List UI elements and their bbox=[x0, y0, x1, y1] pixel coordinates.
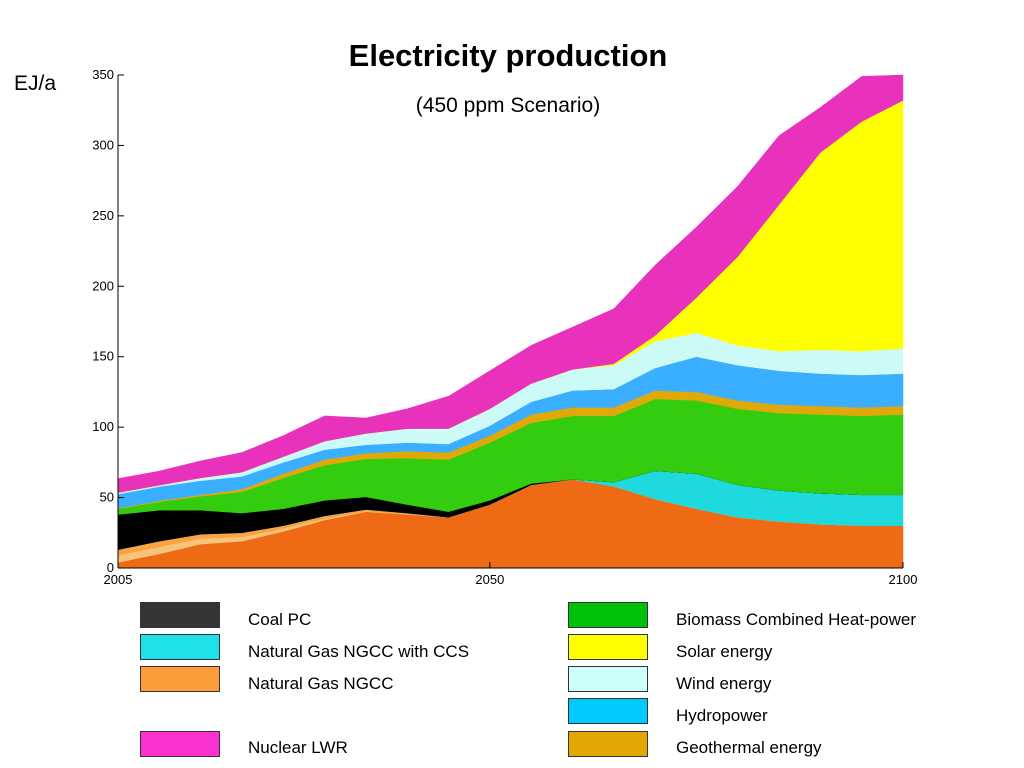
legend-swatch-wind bbox=[568, 666, 648, 692]
chart-subtitle: (450 ppm Scenario) bbox=[415, 94, 601, 117]
legend-label-wind: Wind energy bbox=[676, 674, 772, 693]
y-tick-label: 50 bbox=[100, 490, 114, 505]
chart-title: Electricity production bbox=[348, 38, 668, 73]
y-tick-label: 200 bbox=[92, 278, 114, 293]
x-ticks: 2005 2050 2100 bbox=[104, 562, 918, 587]
legend-label-gas-ccs: Natural Gas NGCC with CCS bbox=[248, 642, 470, 661]
legend-swatch-nuclear bbox=[140, 731, 220, 757]
y-axis-label: EJ/a bbox=[14, 72, 57, 95]
x-tick-label: 2100 bbox=[889, 572, 918, 587]
legend-swatch-coal-pc bbox=[140, 602, 220, 628]
legend-swatch-biomass bbox=[568, 602, 648, 628]
legend-label-solar: Solar energy bbox=[676, 642, 773, 661]
y-tick-label: 0 bbox=[107, 560, 114, 575]
y-tick-label: 350 bbox=[92, 67, 114, 82]
legend-swatch-solar bbox=[568, 634, 648, 660]
legend-swatch-geothermal bbox=[568, 731, 648, 757]
legend-label-geothermal: Geothermal energy bbox=[676, 738, 822, 757]
y-tick-label: 250 bbox=[92, 208, 114, 223]
y-ticks: 0 50 100 150 200 250 300 350 bbox=[92, 67, 124, 575]
legend-label-hydro: Hydropower bbox=[676, 706, 768, 725]
x-tick-label: 2050 bbox=[475, 572, 504, 587]
area-layers bbox=[117, 74, 904, 569]
axes bbox=[117, 75, 903, 569]
y-tick-label: 150 bbox=[92, 349, 114, 364]
legend-swatch-gas-ngcc bbox=[140, 666, 220, 692]
legend-label-nuclear: Nuclear LWR bbox=[248, 738, 348, 757]
x-tick-label: 2005 bbox=[104, 572, 133, 587]
legend-label-biomass: Biomass Combined Heat-power bbox=[676, 610, 916, 629]
legend-label-coal-pc: Coal PC bbox=[248, 610, 312, 629]
y-tick-label: 300 bbox=[92, 137, 114, 152]
legend-swatch-hydro bbox=[568, 698, 648, 724]
legend-label-gas-ngcc: Natural Gas NGCC bbox=[248, 674, 394, 693]
legend-swatch-gas-ccs bbox=[140, 634, 220, 660]
y-tick-label: 100 bbox=[92, 419, 114, 434]
area-nuclear-lwr-10 bbox=[117, 74, 904, 493]
